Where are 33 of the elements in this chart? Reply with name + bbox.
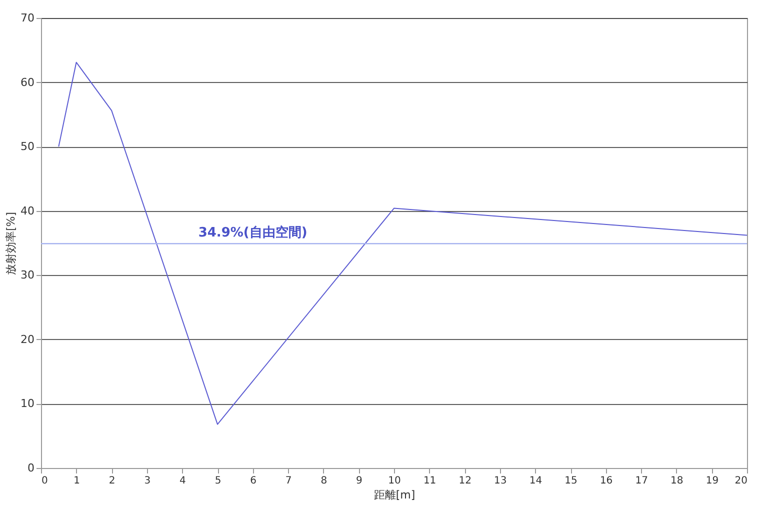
x-tick-label: 10 [388, 476, 401, 486]
x-axis-title: 距離[m] [374, 488, 416, 502]
x-tick-label: 11 [423, 476, 436, 486]
line-series [58, 62, 748, 425]
x-tick-label: 0 [42, 476, 48, 486]
x-tick-label: 6 [250, 476, 256, 486]
x-tick-label: 13 [494, 476, 507, 486]
x-tick-label: 16 [600, 476, 613, 486]
x-tick-label: 20 [734, 476, 748, 486]
x-tick-label: 19 [706, 476, 719, 486]
x-tick-label: 18 [670, 476, 684, 486]
y-tick-label: 70 [20, 12, 34, 24]
x-tick-label: 5 [214, 476, 222, 486]
y-tick-label: 50 [20, 140, 34, 154]
x-tick-label: 14 [529, 476, 542, 486]
x-tick-label: 8 [320, 476, 328, 486]
x-tick-label: 2 [108, 476, 116, 486]
y-tick-label: 30 [20, 268, 34, 282]
ref-line-label: 34.9%(自由空間) [198, 224, 308, 241]
x-tick-label: 1 [74, 476, 80, 486]
y-tick-label: 20 [20, 332, 34, 346]
x-tick-label: 4 [180, 476, 186, 486]
x-tick-label: 17 [635, 476, 648, 486]
y-tick-label: 0 [28, 462, 34, 474]
y-tick-label: 10 [20, 397, 34, 410]
x-tick-label: 15 [564, 476, 578, 486]
y-axis-title: 放射効率[%] [4, 212, 18, 276]
y-tick-label: 40 [20, 204, 34, 218]
x-tick-label: 9 [356, 476, 362, 486]
x-tick-label: 7 [285, 476, 292, 486]
x-tick-label: 3 [144, 476, 151, 486]
x-tick-label: 12 [458, 476, 472, 486]
y-tick-label: 60 [20, 76, 34, 89]
